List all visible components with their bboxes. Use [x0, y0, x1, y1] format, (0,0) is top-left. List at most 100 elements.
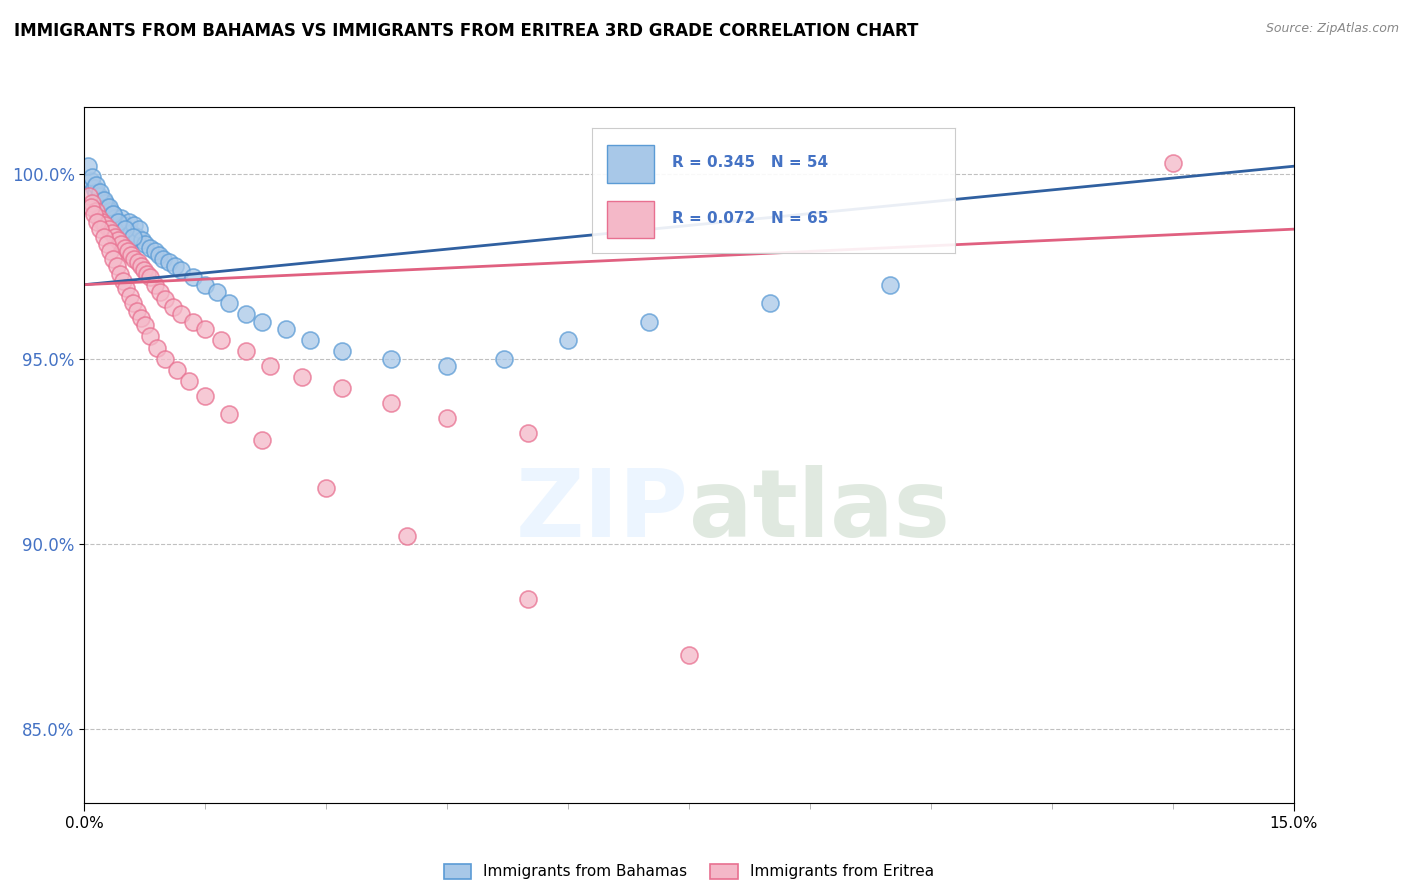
Point	[103, 207, 125, 221]
Point	[181, 270, 204, 285]
Point	[125, 229, 148, 244]
Point	[93, 196, 115, 211]
Point	[163, 259, 186, 273]
Point	[127, 255, 149, 269]
Point	[84, 203, 107, 218]
Point	[82, 170, 104, 185]
Point	[1161, 155, 1184, 169]
Point	[136, 267, 159, 281]
Point	[170, 263, 193, 277]
Point	[879, 277, 901, 292]
Point	[93, 193, 115, 207]
Point	[89, 185, 111, 199]
Point	[179, 374, 201, 388]
Point	[166, 363, 188, 377]
Point	[218, 296, 240, 310]
Point	[181, 315, 204, 329]
Point	[235, 344, 257, 359]
Point	[108, 267, 131, 281]
Point	[250, 433, 273, 447]
Point	[121, 296, 143, 310]
Point	[436, 359, 458, 373]
Point	[162, 300, 184, 314]
Point	[131, 233, 153, 247]
Point	[380, 351, 402, 366]
Point	[139, 270, 162, 285]
Point	[492, 351, 515, 366]
Point	[143, 244, 166, 259]
Point	[125, 303, 148, 318]
Point	[157, 255, 180, 269]
Point	[118, 289, 141, 303]
Point	[124, 252, 146, 266]
Point	[107, 215, 129, 229]
Point	[101, 207, 124, 221]
Point	[94, 219, 117, 233]
Point	[148, 248, 170, 262]
Point	[100, 226, 122, 240]
Point	[96, 237, 118, 252]
Point	[104, 211, 127, 225]
Text: Source: ZipAtlas.com: Source: ZipAtlas.com	[1265, 22, 1399, 36]
Point	[91, 193, 114, 207]
Point	[330, 381, 353, 395]
Point	[128, 222, 150, 236]
Point	[87, 211, 110, 225]
Point	[104, 229, 127, 244]
Point	[153, 293, 176, 307]
Point	[82, 196, 104, 211]
Point	[97, 222, 120, 236]
Point	[124, 219, 146, 233]
Text: IMMIGRANTS FROM BAHAMAS VS IMMIGRANTS FROM ERITREA 3RD GRADE CORRELATION CHART: IMMIGRANTS FROM BAHAMAS VS IMMIGRANTS FR…	[14, 22, 918, 40]
Point	[105, 259, 128, 273]
Point	[96, 200, 118, 214]
Point	[139, 329, 162, 343]
Point	[120, 226, 142, 240]
Point	[207, 285, 229, 299]
Point	[117, 244, 139, 259]
Point	[134, 318, 156, 333]
Point	[557, 333, 579, 347]
Point	[299, 333, 322, 347]
Point	[129, 310, 152, 325]
Point	[291, 370, 314, 384]
Point	[194, 389, 217, 403]
Point	[80, 174, 103, 188]
Point	[112, 219, 135, 233]
Point	[132, 263, 155, 277]
Legend: Immigrants from Bahamas, Immigrants from Eritrea: Immigrants from Bahamas, Immigrants from…	[437, 857, 941, 886]
Text: ZIP: ZIP	[516, 465, 689, 557]
Point	[115, 281, 138, 295]
Point	[274, 322, 297, 336]
Point	[152, 252, 174, 266]
Point	[80, 200, 103, 214]
Point	[235, 307, 257, 321]
Point	[87, 189, 110, 203]
Text: atlas: atlas	[689, 465, 950, 557]
Point	[315, 481, 337, 495]
Point	[97, 200, 120, 214]
Point	[93, 229, 115, 244]
Point	[218, 407, 240, 421]
Point	[114, 241, 136, 255]
Point	[107, 233, 129, 247]
Point	[134, 237, 156, 252]
Point	[170, 307, 193, 321]
Point	[83, 207, 105, 221]
Point	[194, 277, 217, 292]
Point	[139, 241, 162, 255]
Point	[330, 344, 353, 359]
Point	[678, 648, 700, 662]
Point	[516, 592, 538, 607]
Point	[114, 222, 136, 236]
Point	[146, 341, 169, 355]
Point	[98, 203, 121, 218]
Point	[84, 178, 107, 192]
Point	[98, 244, 121, 259]
Point	[118, 215, 141, 229]
Point	[194, 322, 217, 336]
Point	[103, 252, 125, 266]
Point	[129, 259, 152, 273]
Point	[436, 411, 458, 425]
Point	[86, 185, 108, 199]
